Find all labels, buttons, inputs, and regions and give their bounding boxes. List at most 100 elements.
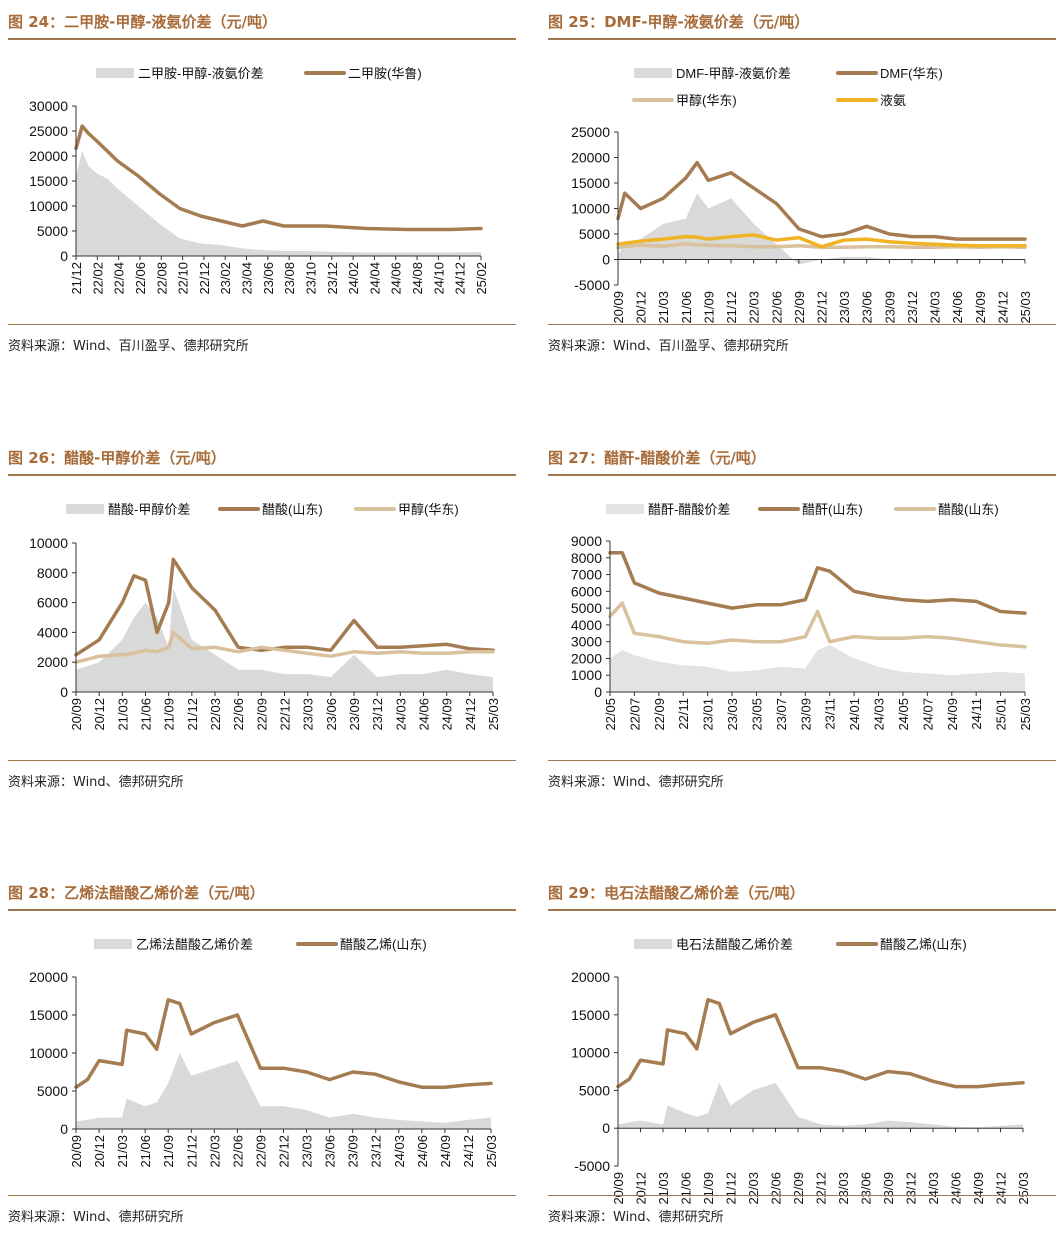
x-tick-label: 25/01 [994,698,1009,731]
figure-26: 图 26：醋酸-甲醇价差（元/吨） 醋酸-甲醇价差 醋酸(山东) 甲醇(华东) 100… [8,436,516,806]
source-note: 资料来源：Wind、德邦研究所 [8,775,184,790]
x-tick-label: 22/02 [90,262,105,295]
legend-label: 乙烯法醋酸乙烯价差 [136,937,253,952]
title-rule [8,474,516,476]
x-tick-label: 22/12 [197,262,212,295]
x-tick-label: 24/03 [392,1135,407,1168]
y-tick-label: 6000 [571,583,602,599]
x-tick-label: 23/12 [370,698,385,731]
x-tick-label: 23/03 [300,1135,315,1168]
x-tick-label: 24/03 [393,698,408,731]
legend-label: 醋酸-甲醇价差 [108,502,190,517]
line-series [608,550,1027,615]
x-tick-label: 21/06 [138,1135,153,1168]
legend-label: 液氨 [880,93,906,108]
x-tick-label: 22/08 [154,262,169,295]
figure-title: 图 24：二甲胺-甲醇-液氨价差（元/吨） [8,13,278,31]
x-tick-label: 23/08 [282,262,297,295]
y-tick-label: 10000 [29,535,68,551]
y-tick-label: 0 [594,684,602,700]
legend-label: 醋酸(山东) [262,502,323,517]
y-tick-label: 5000 [579,226,610,242]
legend-swatch [606,504,644,514]
area-series [76,1053,491,1129]
x-tick-label: 23/12 [325,262,340,295]
y-tick-label: 10000 [29,1045,68,1061]
x-tick-label: 24/06 [415,1135,430,1168]
figure-title: 图 27：醋酐-醋酸价差（元/吨） [548,449,766,467]
legend-label: DMF-甲醇-液氨价差 [676,66,791,81]
y-tick-label: 20000 [29,969,68,985]
source-note: 资料来源：Wind、德邦研究所 [548,1210,724,1225]
x-tick-label: 23/06 [859,1172,874,1205]
x-tick-label: 21/12 [185,698,200,731]
y-tick-label: 7000 [571,567,602,583]
line-series [616,997,1025,1089]
x-tick-label: 24/09 [973,291,988,324]
title-rule [548,38,1056,40]
legend-label: 醋酐(山东) [802,502,863,517]
legend-label: 甲醇(华东) [676,93,737,108]
legend-label: 二甲胺-甲醇-液氨价差 [138,66,264,81]
source-rule [548,760,1056,761]
x-tick-label: 24/09 [438,1135,453,1168]
line-series [608,601,1027,649]
x-tick-label: 22/06 [769,291,784,324]
y-tick-label: 25000 [571,124,610,140]
x-tick-label: 23/04 [240,262,255,295]
x-tick-label: 23/09 [347,698,362,731]
x-tick-label: 22/06 [133,262,148,295]
x-tick-label: 23/03 [837,291,852,324]
y-tick-label: 20000 [29,148,68,164]
y-tick-label: 5000 [571,600,602,616]
x-tick-label: 24/09 [945,698,960,731]
x-tick-label: 22/03 [207,1135,222,1168]
y-tick-label: 2000 [37,654,68,670]
y-tick-label: 4000 [37,624,68,640]
x-tick-label: 21/12 [724,1172,739,1205]
x-tick-label: 20/12 [92,698,107,731]
y-tick-label: 2000 [571,650,602,666]
legend-swatch [96,68,134,78]
legend-label: DMF(华东) [880,66,943,81]
x-tick-label: 24/07 [920,698,935,731]
y-tick-label: 1000 [571,667,602,683]
x-tick-label: 22/10 [176,262,191,295]
source-rule [548,1195,1056,1196]
x-tick-label: 20/12 [634,1172,649,1205]
x-tick-label: 23/12 [369,1135,384,1168]
y-tick-label: 15000 [29,173,68,189]
line-series [74,998,493,1089]
chart: 醋酸-甲醇价差 醋酸(山东) 甲醇(华东) 10000 8000 6000 4000 2000… [29,502,501,731]
y-tick-label: 8000 [571,550,602,566]
x-tick-label: 25/03 [486,698,501,731]
x-tick-label: 21/06 [679,1172,694,1205]
title-rule [548,474,1056,476]
x-tick-label: 24/06 [949,1172,964,1205]
x-tick-label: 22/07 [627,698,642,731]
x-tick-label: 24/10 [431,262,446,295]
area-series [618,1082,1023,1129]
y-tick-label: 5000 [37,1083,68,1099]
y-tick-label: 30000 [29,98,68,114]
x-tick-label: 22/09 [253,1135,268,1168]
x-tick-label: 24/11 [969,698,984,730]
x-tick-label: 21/12 [69,262,84,295]
y-tick-label: -5000 [574,1158,610,1174]
source-note: 资料来源：Wind、德邦研究所 [548,775,724,790]
x-tick-label: 24/09 [971,1172,986,1205]
source-rule [8,1195,516,1196]
x-tick-label: 23/09 [882,291,897,324]
x-tick-label: 20/09 [611,291,626,324]
x-tick-label: 23/01 [701,698,716,731]
x-tick-label: 24/03 [926,1172,941,1205]
figure-title: 图 25：DMF-甲醇-液氨价差（元/吨） [548,13,810,31]
legend-label: 甲醇(华东) [398,502,459,517]
source-rule [548,324,1056,325]
x-tick-label: 23/06 [860,291,875,324]
y-tick-label: 15000 [571,1007,610,1023]
x-tick-label: 22/06 [230,1135,245,1168]
y-tick-label: 8000 [37,565,68,581]
area-series [618,193,1025,265]
y-tick-label: 3000 [571,634,602,650]
